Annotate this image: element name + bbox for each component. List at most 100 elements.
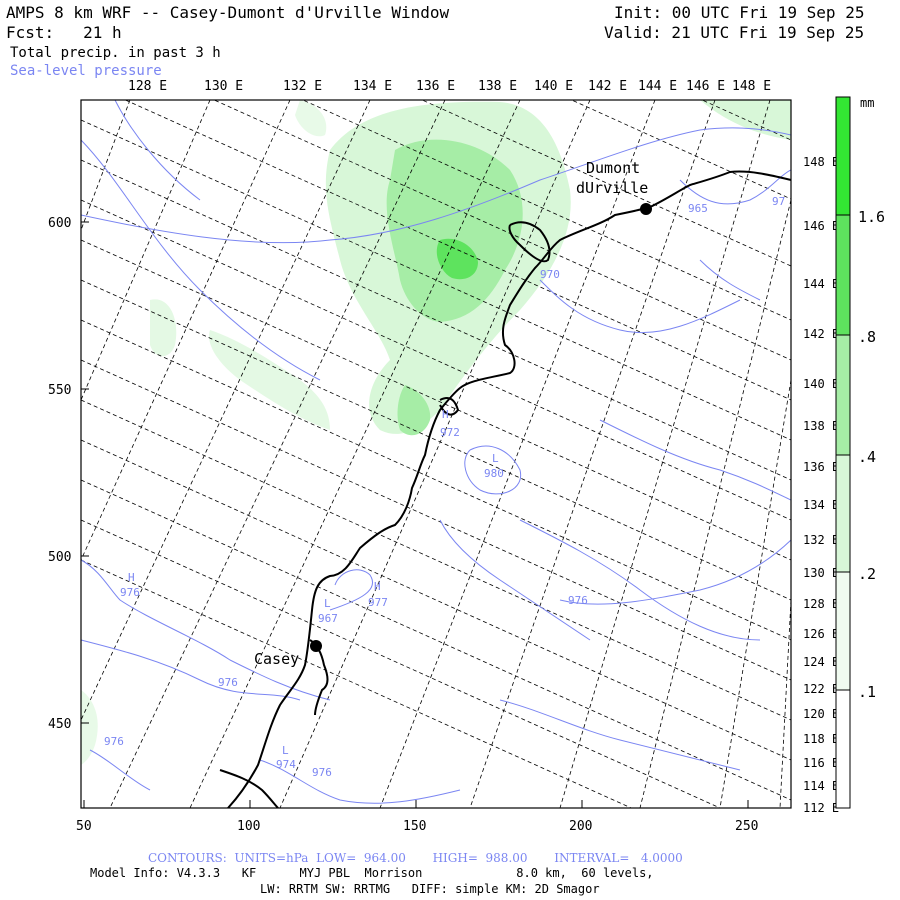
- lon-label: 128 E: [803, 597, 839, 611]
- lon-label: 148 E: [732, 79, 771, 94]
- field-label-precip: Total precip. in past 3 h: [10, 45, 221, 61]
- x-axis-labels: 50 100 150 200 250: [76, 819, 758, 834]
- lon-label: 136 E: [416, 79, 455, 94]
- lon-label: 132 E: [803, 533, 839, 547]
- field-label-slp: Sea-level pressure: [10, 63, 162, 79]
- contour-line: [329, 569, 373, 611]
- valid-time: Valid: 21 UTC Fri 19 Sep 25: [604, 23, 865, 42]
- pressure-label: 976: [218, 676, 238, 689]
- colorbar-label: .1: [858, 683, 876, 701]
- x-tick-label: 50: [76, 819, 92, 834]
- low-marker: L: [492, 452, 499, 465]
- lon-label: 126 E: [803, 627, 839, 641]
- colorbar: mm 1.6 .8 .4 .2 .1: [835, 96, 885, 809]
- lon-label: 140 E: [803, 377, 839, 391]
- colorbar-segment-strong: [836, 215, 850, 335]
- contour-line: [519, 519, 761, 641]
- lon-label: 134 E: [803, 498, 839, 512]
- coastline-glacier-tongue: [508, 221, 551, 263]
- plot-frame: [80, 99, 792, 809]
- pressure-label: 976: [120, 586, 140, 599]
- pressure-label: 965: [688, 202, 708, 215]
- station-marker-dumont: [640, 203, 652, 215]
- high-marker: H: [128, 571, 135, 584]
- pressure-label: 970: [540, 268, 560, 281]
- lon-label: 136 E: [803, 460, 839, 474]
- station-label-casey: Casey: [254, 650, 299, 668]
- x-tick-label: 200: [569, 819, 592, 834]
- pressure-extrema: H H L L L H: [128, 408, 499, 757]
- right-longitude-labels: 148 E 146 E 144 E 142 E 140 E 138 E 136 …: [803, 155, 839, 815]
- pressure-contours: [81, 100, 791, 804]
- contour-line: [599, 419, 791, 501]
- colorbar-segment-faint: [836, 572, 850, 690]
- lon-label: 142 E: [588, 79, 627, 94]
- contour-line: [539, 279, 741, 334]
- model-info: Model Info: V4.3.3 KF MYJ PBL Morrison 8…: [90, 866, 654, 880]
- pressure-label: 976: [568, 594, 588, 607]
- pressure-labels: 965 970 972 980 976 977 967 976 976 976 …: [104, 195, 785, 779]
- lon-label: 146 E: [803, 219, 839, 233]
- contour-line: [81, 559, 331, 701]
- lon-label: 112 E: [803, 801, 839, 815]
- lon-label: 134 E: [353, 79, 392, 94]
- precip-area-lower-left: [81, 690, 98, 765]
- contour-line: [499, 699, 741, 771]
- physics-info: LW: RRTM SW: RRTMG DIFF: simple KM: 2D S…: [260, 882, 600, 896]
- lon-label: 148 E: [803, 155, 839, 169]
- colorbar-segment-max: [836, 97, 850, 215]
- pressure-label: 976: [312, 766, 332, 779]
- lon-label: 122 E: [803, 682, 839, 696]
- y-tick-label: 450: [48, 717, 71, 732]
- lon-label: 130 E: [204, 79, 243, 94]
- lon-label: 144 E: [803, 277, 839, 291]
- x-tick-label: 250: [735, 819, 758, 834]
- pressure-label: 980: [484, 467, 504, 480]
- y-axis-labels: 600 550 500 450: [48, 216, 71, 732]
- pressure-label: 976: [104, 735, 124, 748]
- contour-line: [559, 539, 791, 605]
- lon-label: 138 E: [803, 419, 839, 433]
- coastline-lower: [219, 769, 279, 808]
- colorbar-label: 1.6: [858, 208, 885, 226]
- lon-label: 128 E: [128, 79, 167, 94]
- station-label-durville: dUrville: [576, 179, 648, 197]
- colorbar-label: .2: [858, 565, 876, 583]
- map-title: AMPS 8 km WRF -- Casey-Dumont d'Urville …: [6, 3, 450, 22]
- y-axis-ticks: [81, 221, 89, 724]
- lon-label: 116 E: [803, 756, 839, 770]
- colorbar-frame: [835, 96, 851, 809]
- precip-area-mid: [386, 139, 523, 322]
- init-time: Init: 00 UTC Fri 19 Sep 25: [614, 3, 865, 22]
- lon-label: 142 E: [803, 327, 839, 341]
- colorbar-segment-medium: [836, 335, 850, 455]
- pressure-label: 972: [440, 426, 460, 439]
- y-tick-label: 500: [48, 550, 71, 565]
- contour-line: [259, 759, 461, 804]
- latlon-grid: [81, 100, 791, 808]
- high-marker: H: [374, 580, 381, 593]
- high-marker: H: [442, 408, 449, 421]
- lon-label: 118 E: [803, 732, 839, 746]
- colorbar-label: .4: [858, 448, 876, 466]
- y-tick-label: 550: [48, 383, 71, 398]
- station-marker-casey: [310, 640, 322, 652]
- lon-label: 138 E: [478, 79, 517, 94]
- pressure-label: 974: [276, 758, 296, 771]
- colorbar-segment-light: [836, 455, 850, 572]
- y-tick-label: 600: [48, 216, 71, 231]
- precip-area-coast: [397, 385, 431, 436]
- colorbar-label: .8: [858, 328, 876, 346]
- lon-label: 144 E: [638, 79, 677, 94]
- pressure-label: 977: [368, 596, 388, 609]
- contour-info: CONTOURS: UNITS=hPa LOW= 964.00 HIGH= 98…: [148, 851, 683, 865]
- top-longitude-labels: 128 E 130 E 132 E 134 E 136 E 138 E 140 …: [128, 79, 771, 94]
- contour-line: [439, 519, 591, 641]
- contour-line: [81, 127, 791, 244]
- contour-line: [81, 139, 321, 381]
- contour-line: [81, 639, 301, 701]
- colorbar-segment-none: [836, 690, 850, 808]
- precip-area-core: [436, 238, 478, 280]
- lon-label: 120 E: [803, 707, 839, 721]
